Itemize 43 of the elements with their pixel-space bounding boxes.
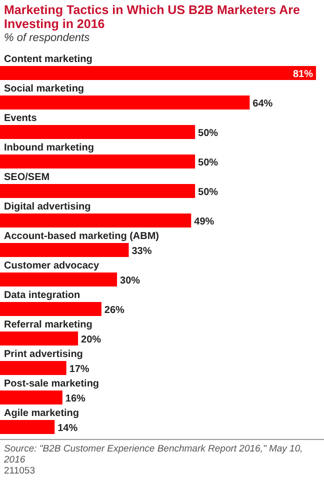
bar [0,154,196,168]
data-label: 26% [104,305,125,316]
y-tick-label: Data integration [4,290,80,301]
chart-subtitle: % of respondents [4,32,90,44]
data-label: 64% [252,98,273,110]
data-label: 33% [132,246,152,257]
y-tick-label: Events [4,113,38,124]
y-tick-label: Post-sale marketing [4,378,100,390]
y-tick-label: Digital advertising [4,202,91,212]
bar [0,302,102,316]
data-label: 49% [194,216,214,228]
data-label: 50% [198,158,218,168]
chart-title: Marketing Tactics in Which US B2B Marketers Are Investing in 2016 [4,3,300,31]
y-tick-label: Content marketing [4,54,92,65]
data-label: 14% [58,423,78,434]
bar [0,184,196,198]
bar [0,420,55,434]
y-tick-label: Account-based marketing (ABM) [4,231,160,242]
data-label: 30% [120,276,140,286]
bar [0,214,192,228]
data-label: 81% [292,69,314,80]
y-tick-label: Inbound marketing [4,142,94,154]
data-label: 50% [198,128,218,139]
bar [0,125,196,139]
data-label: 50% [198,187,218,198]
bar [0,96,250,110]
bar [0,361,66,375]
data-label: 20% [81,334,102,346]
source-note: Source: "B2B Customer Experience Benchmark Report 2016," May 10, 2016 [3,444,303,466]
bar [0,332,78,346]
text: 211053 [4,466,35,476]
bar [0,66,316,80]
y-tick-label: Agile marketing [4,408,80,419]
y-tick-label: Referral marketing [4,320,92,330]
y-tick-label: SEO/SEM [4,172,50,183]
bar [0,390,62,404]
bar [0,243,129,257]
data-label: 16% [65,394,86,404]
y-tick-label: Print advertising [4,349,83,360]
data-label: 17% [69,364,90,375]
bar [0,272,118,286]
y-tick-label: Social marketing [4,84,84,94]
y-tick-label: Customer advocacy [4,260,100,272]
